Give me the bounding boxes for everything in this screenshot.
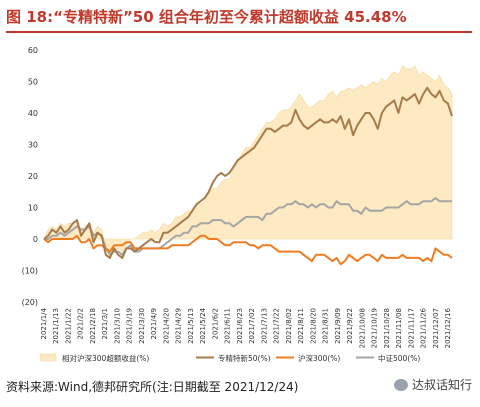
series-excess-area [43,65,453,256]
x-tick-label: 2021/11/17 [407,308,415,348]
watermark: 达叔话知行 [393,376,472,393]
legend-hs300-label: 沪深300(%) [298,353,340,363]
chart-title: 图 18:“专精特新”50 组合年初至今累计超额收益 45.48% [6,8,407,26]
series-zjtx-line [43,86,453,259]
x-tick-label: 2021/8/31 [322,308,330,344]
x-tick-label: 2021/4/9 [150,308,158,339]
x-tick-label: 2021/7/02 [248,308,256,344]
x-tick-label: 2021/7/22 [273,308,281,344]
x-tick-label: 2021/1/22 [65,308,73,344]
x-tick-label: 2021/3/10 [114,308,122,344]
x-tick-label: 2021/12/16 [444,307,452,348]
x-tick-label: 2021/12/07 [432,308,440,348]
x-tick-label: 2021/6/2 [211,308,219,339]
x-tick-label: 2021/2/2 [77,308,85,339]
x-tick-label: 2021/11/08 [395,308,403,348]
y-tick-label: 20 [28,172,38,181]
x-tick-label: 2021/9/22 [346,308,354,344]
y-tick-label: 50 [28,78,38,87]
x-tick-label: 2021/3/30 [138,308,146,344]
legend-zjtx-label: 专精特新50(%) [218,353,271,363]
chart: 60 50 40 30 20 10 0 (10) (20)2021/1/4 2021/1/13 20… [22,46,453,363]
x-tick-label: 2021/8/11 [297,308,305,344]
y-tick-label: 40 [28,109,38,118]
title-rule [6,31,472,33]
watermark-text: 达叔话知行 [411,378,472,392]
legend-excess-label: 相对沪深300超额收益(%) [62,353,149,363]
x-tick-label: 2021/4/29 [175,308,183,344]
legend-zz500-label: 中证500(%) [378,353,420,363]
x-tick-label: 2021/8/02 [285,308,293,344]
x-tick-label: 2021/3/19 [126,308,134,344]
axis-layer: 60 50 40 30 20 10 0 (10) (20)2021/1/4 2021/1/13 20… [22,46,452,348]
x-tick-label: 2021/8/20 [309,308,317,344]
x-tick-label: 2021/10/08 [358,308,366,348]
series-hs300-line [43,234,453,266]
y-tick-label: (10) [22,267,38,276]
x-tick-label: 2021/10/28 [383,308,391,348]
x-tick-label: 2021/6/23 [236,308,244,344]
x-tick-label: 2021/2/18 [89,308,97,344]
y-tick-label: 0 [33,235,38,244]
x-tick-label: 2021/5/24 [199,307,207,343]
y-tick-label: 30 [28,141,38,150]
y-tick-label: (20) [22,298,38,307]
x-tick-label: 2021/5/13 [187,308,195,344]
x-tick-label: 2021/11/26 [420,307,428,348]
source-note: 资料来源:Wind,德邦研究所(注:日期截至 2021/12/24) [6,380,299,394]
y-tick-label: 10 [28,204,38,213]
legend: 相对沪深300超额收益(%) 专精特新50(%) 沪深300(%) 中证500(%) [39,353,420,363]
x-tick-label: 2021/4/20 [162,308,170,344]
x-tick-label: 2021/10/19 [371,308,379,348]
x-tick-label: 2021/6/11 [224,308,232,344]
y-tick-label: 60 [28,46,38,55]
x-tick-label: 2021/9/09 [334,308,342,344]
x-tick-label: 2021/1/4 [40,307,48,339]
x-tick-label: 2021/7/13 [260,308,268,344]
x-tick-label: 2021/3/1 [101,308,109,339]
legend-excess-swatch [39,353,57,362]
plot-layer [43,65,453,266]
x-tick-label: 2021/1/13 [52,308,60,344]
wechat-icon [393,378,408,391]
